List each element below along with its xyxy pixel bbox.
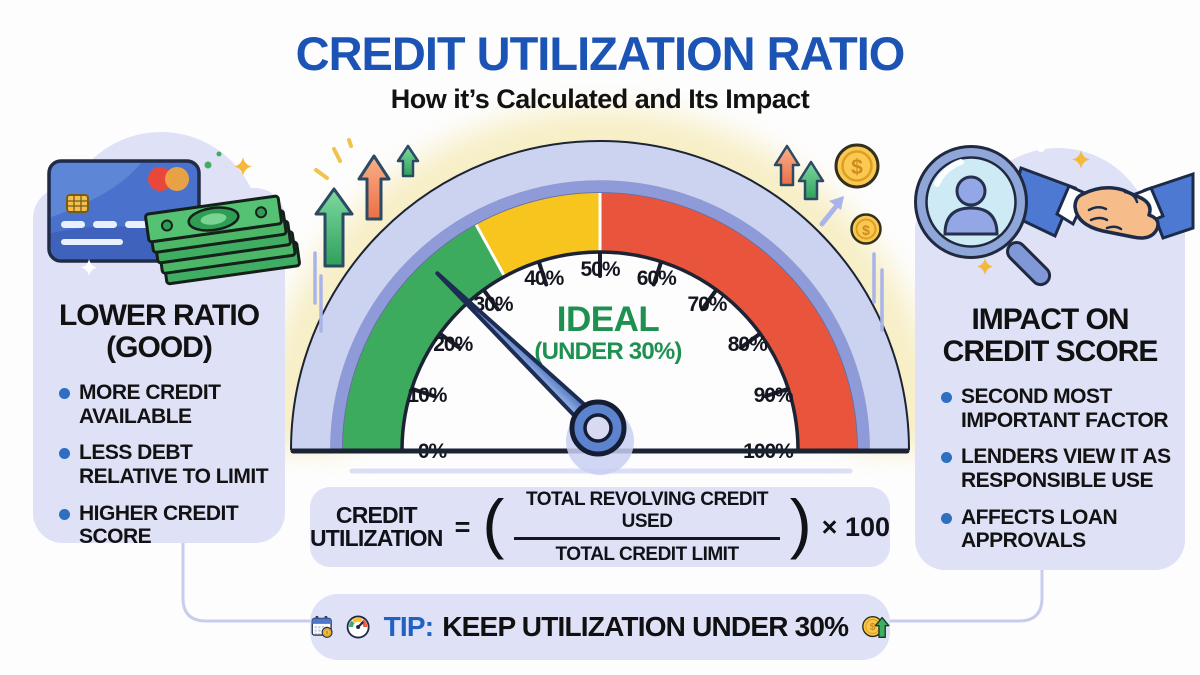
magnifier-person-icon <box>914 145 1052 287</box>
formula-label-line2: UTILIZATION <box>310 525 443 551</box>
gauge-tick <box>411 387 437 399</box>
coin-up-arrow-icon: $ <box>862 616 890 638</box>
fraction-numerator: TOTAL REVOLVING CREDIT USED <box>514 488 780 540</box>
sparkle-star-white-icon <box>81 259 97 276</box>
bullet-item: AFFECTS LOAN APPROVALS <box>941 506 1175 553</box>
credit-card-and-cash-icon <box>47 151 301 286</box>
gauge-zone-yellow <box>476 193 601 276</box>
sparkle-star-icon <box>234 157 252 176</box>
sparkle-dot-white-icon <box>1037 144 1045 152</box>
handshake-icon <box>1007 166 1195 240</box>
equals-sign: = <box>454 511 471 542</box>
coin-large-icon: $ <box>834 143 880 189</box>
left-heading-line2: (GOOD) <box>106 331 213 365</box>
sparkle-star-icon <box>977 258 993 275</box>
page-subtitle: How it’s Calculated and Its Impact <box>390 84 810 114</box>
formula-label-line1: CREDIT <box>335 501 418 528</box>
gauge-tick-label: 90% <box>754 384 794 407</box>
formula-box: CREDIT UTILIZATION = ( TOTAL REVOLVING C… <box>310 487 890 567</box>
gauge-tick <box>482 289 500 312</box>
svg-text:$: $ <box>326 630 329 636</box>
up-arrow-orange-icon <box>357 154 391 221</box>
right-heading-line2: CREDIT SCORE <box>942 335 1159 369</box>
formula-label: CREDIT UTILIZATION <box>310 501 443 551</box>
speed-lines-right <box>872 252 884 332</box>
left-panel-lower-ratio: LOWER RATIO (GOOD) MORE CREDIT AVAILABLE… <box>33 132 301 548</box>
left-connector-line <box>181 538 320 623</box>
gauge-tick-label: 80% <box>728 333 768 356</box>
up-arrow-green-icon <box>314 187 354 268</box>
gauge-tick <box>651 261 663 287</box>
left-panel-heading: LOWER RATIO (GOOD) <box>33 188 285 365</box>
gauge-tick-label: 70% <box>687 293 727 316</box>
tip-prefix: TIP: <box>383 611 434 642</box>
formula-fraction: TOTAL REVOLVING CREDIT USED TOTAL CREDIT… <box>514 488 780 566</box>
speed-lines-left <box>313 251 323 333</box>
cash-stack-icon <box>144 194 301 286</box>
magnifier-person-and-handshake-icon <box>914 144 1195 287</box>
right-connector-line <box>880 566 1044 623</box>
ideal-label: IDEAL <box>557 300 660 339</box>
gauge-tick <box>738 332 761 350</box>
up-arrow-orange-right-icon <box>773 144 801 187</box>
coin-small-icon: $ <box>850 213 882 245</box>
page-title: CREDIT UTILIZATION RATIO <box>295 27 906 80</box>
ideal-sublabel: (UNDER 30%) <box>534 338 681 365</box>
gauge-outer-ring <box>292 142 908 451</box>
needle-hub-center <box>583 413 613 443</box>
tip-message: KEEP UTILIZATION UNDER 30% <box>442 611 849 642</box>
gauge-tick <box>763 387 789 399</box>
gauge-tick-label: 30% <box>474 293 514 316</box>
right-panel-impact: IMPACT ON CREDIT SCORE SECOND MOST IMPOR… <box>914 144 1195 570</box>
diagonal-arrow-icon <box>819 196 844 227</box>
close-paren: ) <box>789 486 812 561</box>
gauge-zone-red <box>599 193 857 451</box>
gauge-tick <box>537 261 549 287</box>
gauge-tick-label: 50% <box>580 258 620 281</box>
bullet-item: LESS DEBT RELATIVE TO LIMIT <box>59 441 275 488</box>
calendar-coin-icon: $ <box>311 615 333 638</box>
gauge-zone-green <box>343 224 505 451</box>
open-paren: ( <box>482 486 505 561</box>
sparkle-dot-icon <box>204 161 212 169</box>
tip-bar: $ TIP: KEEP UTILIZATION UNDER 30% $ <box>310 594 890 660</box>
svg-text:$: $ <box>862 222 870 238</box>
sparkle-lines-icon <box>314 138 353 180</box>
right-panel-heading: IMPACT ON CREDIT SCORE <box>915 200 1185 369</box>
gauge-tick-label: 40% <box>524 267 564 290</box>
bullet-item: SECOND MOST IMPORTANT FACTOR <box>941 385 1175 432</box>
sparkle-dot-icon <box>216 151 222 157</box>
gauge-zones <box>343 193 857 451</box>
svg-text:$: $ <box>870 622 876 633</box>
right-heading-line1: IMPACT ON <box>971 303 1129 336</box>
gauge-tick <box>700 289 718 312</box>
tip-text: TIP: KEEP UTILIZATION UNDER 30% <box>384 611 849 643</box>
gauge-zone-divider <box>474 224 506 277</box>
up-arrow-green-right-icon <box>797 160 825 201</box>
left-heading-line1: LOWER RATIO <box>58 299 260 332</box>
gauge-inner-stripe <box>330 180 870 451</box>
gauge-tick-label: 20% <box>433 333 473 356</box>
up-arrow-small-green-icon <box>396 144 420 178</box>
bullet-item: HIGHER CREDIT SCORE <box>59 502 275 549</box>
svg-text:$: $ <box>851 156 863 179</box>
sparkle-star-icon <box>1072 150 1090 169</box>
speedometer-icon <box>347 615 370 639</box>
fraction-denominator: TOTAL CREDIT LIMIT <box>555 544 739 565</box>
gauge-tick <box>439 332 462 350</box>
left-panel-bullets: MORE CREDIT AVAILABLE LESS DEBT RELATIVE… <box>33 381 285 549</box>
gauge-ticks <box>411 252 789 399</box>
gauge-tick-label: 60% <box>637 267 677 290</box>
right-panel-bullets: SECOND MOST IMPORTANT FACTOR LENDERS VIE… <box>915 385 1185 553</box>
gauge-tick-label: 10% <box>407 384 447 407</box>
bullet-item: MORE CREDIT AVAILABLE <box>59 381 275 428</box>
formula-multiplier: × 100 <box>821 511 890 542</box>
bullet-item: LENDERS VIEW IT AS RESPONSIBLE USE <box>941 445 1175 492</box>
